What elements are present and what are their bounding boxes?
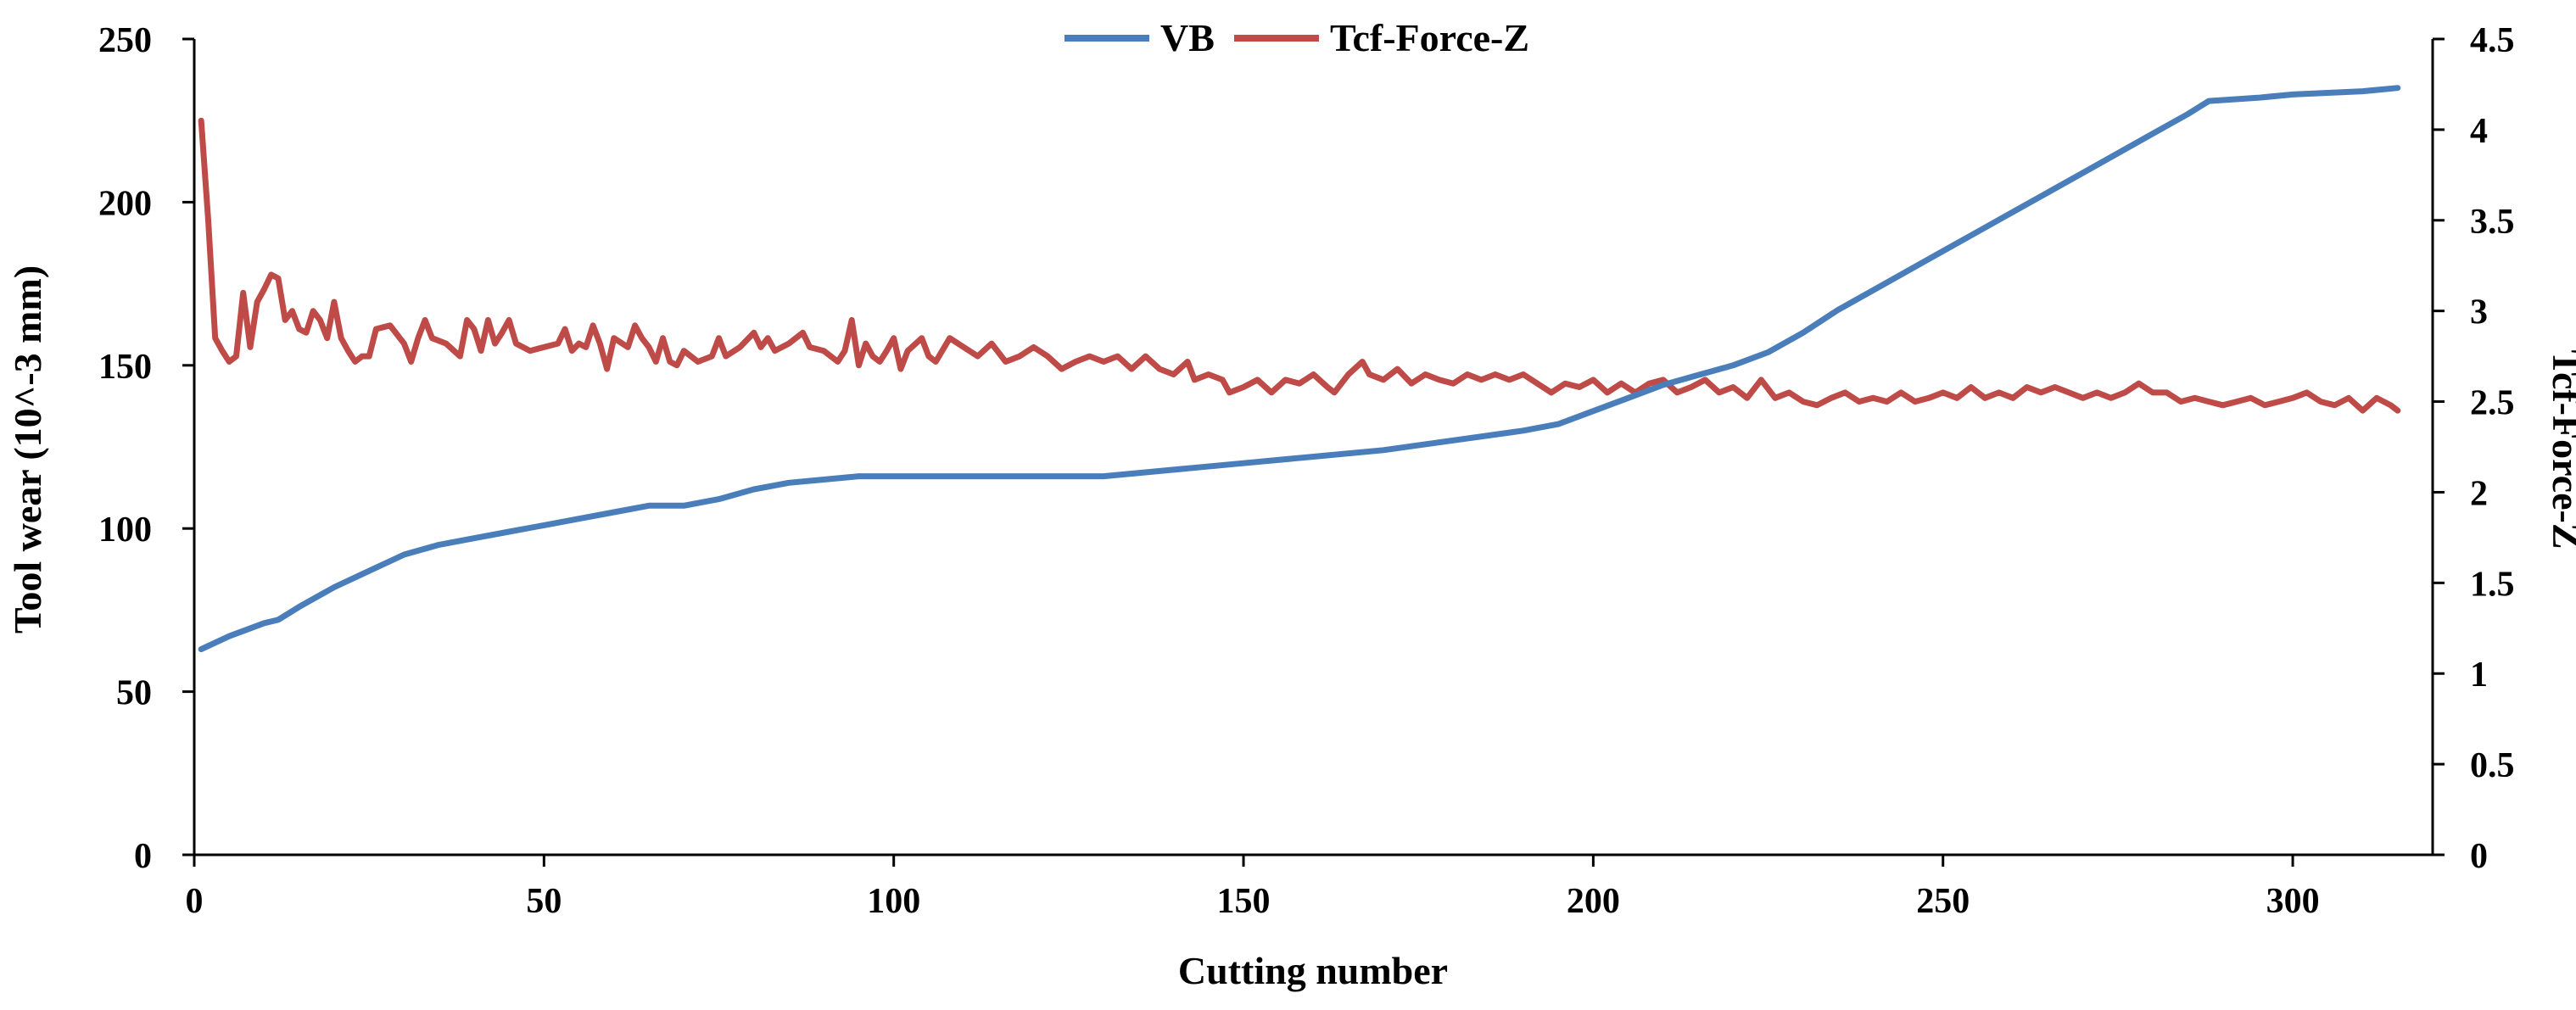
x-tick-label: 100	[867, 882, 920, 921]
y2-tick-label: 2	[2470, 474, 2488, 513]
legend-label-vb: VB	[1160, 16, 1215, 59]
x-tick-label: 150	[1217, 882, 1271, 921]
legend-label-force: Tcf-Force-Z	[1330, 16, 1529, 59]
series-line-tcf-force-z	[198, 117, 2401, 414]
y2-tick-label: 3	[2470, 293, 2488, 332]
y-tick-label: 200	[98, 184, 152, 223]
y-tick-label: 250	[98, 21, 152, 60]
y-tick-label: 100	[98, 511, 152, 550]
x-tick-label: 0	[186, 882, 204, 921]
y2-tick-label: 0	[2470, 837, 2488, 876]
x-axis-title: Cutting number	[1178, 949, 1448, 992]
y2-tick-label: 1.5	[2470, 565, 2515, 604]
y2-tick-label: 4.5	[2470, 21, 2515, 60]
x-tick-label: 50	[526, 882, 562, 921]
x-tick-label: 200	[1567, 882, 1620, 921]
axes-group: 0 50 100 150 200 250 300 0 50 100 150 200 250 0 0.5 1 1.…	[98, 21, 2515, 921]
y-tick-label: 0	[134, 837, 152, 876]
y2-tick-label: 0.5	[2470, 746, 2515, 785]
x-tick-label: 300	[2266, 882, 2320, 921]
y2-tick-label: 4	[2470, 112, 2488, 151]
y-tick-label: 50	[116, 674, 152, 713]
y2-tick-label: 3.5	[2470, 203, 2515, 242]
y2-tick-label: 1	[2470, 656, 2488, 695]
y2-tick-label: 2.5	[2470, 384, 2515, 423]
legend: VB Tcf-Force-Z	[1064, 16, 1529, 59]
series-group	[198, 85, 2401, 653]
y-tick-label: 150	[98, 348, 152, 387]
series-line-vb	[198, 85, 2401, 653]
x-tick-label: 250	[1916, 882, 1970, 921]
y-axis-title: Tool wear (10^-3 mm)	[6, 265, 49, 633]
y2-axis-title: Tcf-Force-Z	[2545, 349, 2576, 549]
